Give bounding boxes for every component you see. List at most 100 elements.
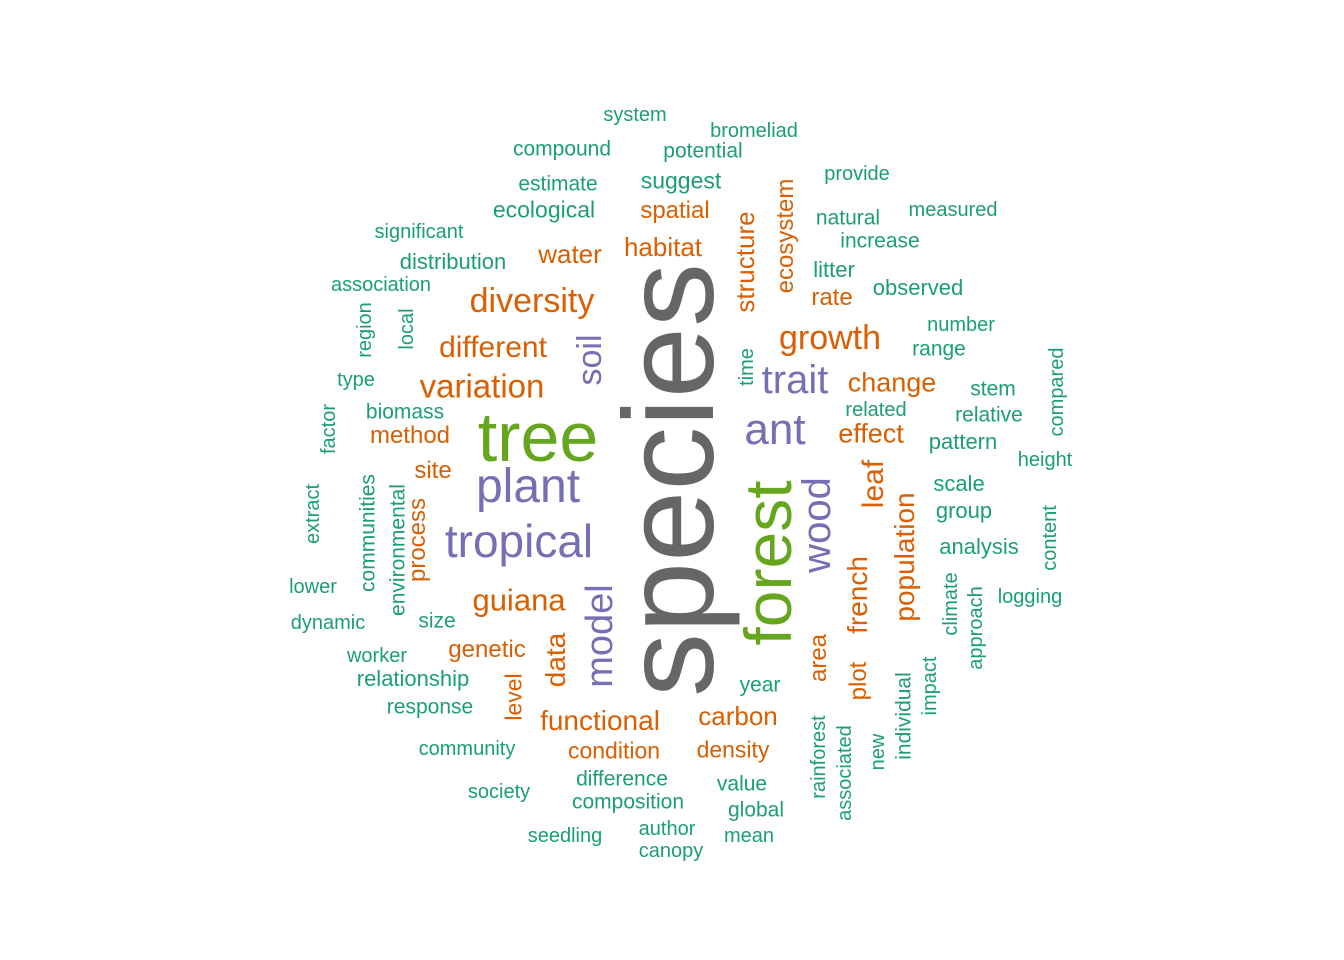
word-relationship: relationship bbox=[356, 666, 470, 691]
word-analysis: analysis bbox=[939, 534, 1019, 559]
word-impact: impact bbox=[919, 656, 941, 716]
word-plot: plot bbox=[845, 661, 872, 701]
word-related: related bbox=[845, 399, 907, 421]
word-different: different bbox=[439, 331, 547, 364]
word-scale: scale bbox=[933, 471, 985, 496]
word-global: global bbox=[727, 798, 785, 822]
word-density: density bbox=[696, 736, 770, 763]
word-water: water bbox=[538, 239, 602, 269]
word-logging: logging bbox=[997, 586, 1063, 608]
word-wood: wood bbox=[795, 477, 839, 573]
word-content: content bbox=[1039, 505, 1061, 571]
word-biomass: biomass bbox=[365, 400, 445, 424]
word-process: process bbox=[404, 497, 431, 583]
word-guiana: guiana bbox=[472, 582, 566, 618]
word-rainforest: rainforest bbox=[808, 715, 830, 799]
word-french: french bbox=[842, 556, 873, 634]
word-condition: condition bbox=[567, 737, 661, 764]
word-new: new bbox=[867, 733, 889, 771]
word-association: association bbox=[330, 274, 432, 296]
word-system: system bbox=[603, 104, 667, 126]
word-lower: lower bbox=[289, 576, 337, 598]
word-relative: relative bbox=[955, 403, 1023, 427]
word-author: author bbox=[638, 818, 696, 840]
word-pattern: pattern bbox=[928, 429, 998, 454]
word-provide: provide bbox=[824, 163, 890, 185]
word-time: time bbox=[736, 348, 758, 386]
word-habitat: habitat bbox=[623, 232, 703, 262]
word-model: model bbox=[579, 584, 621, 688]
word-potential: potential bbox=[663, 139, 743, 163]
word-size: size bbox=[418, 609, 456, 633]
word-rate: rate bbox=[811, 284, 853, 311]
word-data: data bbox=[540, 632, 571, 688]
word-population: population bbox=[889, 492, 920, 622]
word-tropical: tropical bbox=[444, 515, 594, 567]
word-forest: forest bbox=[731, 480, 805, 646]
word-climate: climate bbox=[940, 572, 962, 636]
word-ant: ant bbox=[744, 405, 806, 454]
word-diversity: diversity bbox=[469, 282, 595, 320]
word-area: area bbox=[805, 633, 832, 683]
word-distribution: distribution bbox=[399, 249, 507, 274]
word-mean: mean bbox=[723, 825, 775, 847]
word-canopy: canopy bbox=[638, 840, 704, 862]
word-environmental: environmental bbox=[386, 484, 410, 616]
word-compared: compared bbox=[1046, 347, 1068, 437]
word-change: change bbox=[847, 367, 937, 398]
word-method: method bbox=[369, 422, 451, 449]
word-response: response bbox=[386, 695, 474, 719]
word-litter: litter bbox=[813, 257, 855, 282]
word-carbon: carbon bbox=[698, 701, 778, 731]
word-year: year bbox=[739, 673, 781, 697]
word-ecological: ecological bbox=[492, 196, 596, 223]
word-soil: soil bbox=[571, 334, 609, 386]
word-tree: tree bbox=[477, 398, 599, 476]
word-difference: difference bbox=[576, 767, 668, 791]
word-local: local bbox=[396, 308, 418, 350]
word-value: value bbox=[716, 772, 768, 796]
word-leaf: leaf bbox=[857, 459, 890, 509]
word-group: group bbox=[935, 498, 993, 523]
word-increase: increase bbox=[840, 229, 920, 253]
word-species: species bbox=[598, 263, 741, 697]
word-functional: functional bbox=[540, 705, 660, 736]
word-worker: worker bbox=[346, 645, 408, 667]
word-communities: communities bbox=[356, 474, 380, 592]
word-level: level bbox=[500, 673, 527, 721]
word-spatial: spatial bbox=[640, 197, 710, 224]
word-region: region bbox=[354, 302, 376, 358]
word-genetic: genetic bbox=[448, 636, 526, 663]
word-significant: significant bbox=[374, 221, 464, 243]
word-compound: compound bbox=[512, 137, 612, 161]
word-trait: trait bbox=[761, 358, 829, 402]
word-plant: plant bbox=[475, 460, 581, 513]
word-range: range bbox=[912, 337, 966, 361]
word-measured: measured bbox=[908, 199, 998, 221]
word-factor: factor bbox=[318, 403, 340, 455]
word-number: number bbox=[927, 314, 995, 336]
word-height: height bbox=[1017, 449, 1073, 471]
word-natural: natural bbox=[815, 206, 881, 230]
word-associated: associated bbox=[834, 725, 856, 821]
word-effect: effect bbox=[838, 418, 904, 449]
word-type: type bbox=[337, 369, 375, 391]
word-bromeliad: bromeliad bbox=[710, 120, 798, 142]
word-site: site bbox=[414, 457, 452, 484]
word-individual: individual bbox=[892, 672, 916, 760]
word-seedling: seedling bbox=[527, 825, 603, 847]
word-composition: composition bbox=[571, 790, 685, 814]
word-community: community bbox=[418, 738, 516, 760]
word-structure: structure bbox=[730, 211, 760, 313]
word-extract: extract bbox=[302, 483, 324, 545]
word-observed: observed bbox=[872, 275, 964, 300]
word-estimate: estimate bbox=[518, 172, 598, 196]
word-variation: variation bbox=[419, 367, 545, 405]
word-dynamic: dynamic bbox=[290, 612, 366, 634]
word-ecosystem: ecosystem bbox=[772, 178, 799, 294]
word-approach: approach bbox=[965, 586, 987, 670]
word-society: society bbox=[467, 781, 531, 803]
word-suggest: suggest bbox=[640, 167, 722, 194]
word-stem: stem bbox=[970, 377, 1016, 401]
